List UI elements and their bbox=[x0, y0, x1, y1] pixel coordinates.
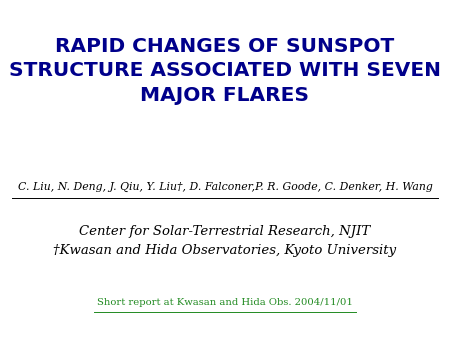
Text: Center for Solar-Terrestrial Research, NJIT
†Kwasan and Hida Observatories, Kyot: Center for Solar-Terrestrial Research, N… bbox=[54, 225, 396, 257]
Text: RAPID CHANGES OF SUNSPOT
STRUCTURE ASSOCIATED WITH SEVEN
MAJOR FLARES: RAPID CHANGES OF SUNSPOT STRUCTURE ASSOC… bbox=[9, 37, 441, 105]
Text: C. Liu, N. Deng, J. Qiu, Y. Liu†, D. Falconer,P. R. Goode, C. Denker, H. Wang: C. Liu, N. Deng, J. Qiu, Y. Liu†, D. Fal… bbox=[18, 182, 432, 192]
Text: Short report at Kwasan and Hida Obs. 2004/11/01: Short report at Kwasan and Hida Obs. 200… bbox=[97, 297, 353, 307]
